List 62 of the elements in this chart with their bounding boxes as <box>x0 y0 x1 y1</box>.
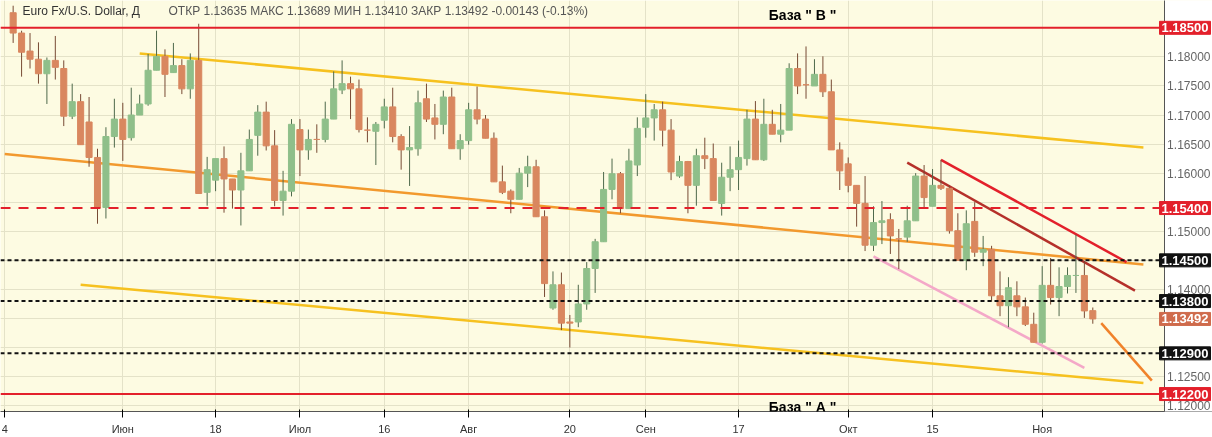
x-tick-label: Авг <box>460 422 478 435</box>
ref-line-label: 1.12900 <box>1161 345 1209 361</box>
candlestick <box>675 155 684 179</box>
x-tick-label: Июл <box>288 422 312 435</box>
ref-line-label: 1.14500 <box>1161 252 1209 268</box>
ref-line-label: 1.15400 <box>1161 200 1209 216</box>
x-tick-label: 4 <box>1 422 8 435</box>
candlestick <box>296 118 304 177</box>
y-tick-label: 1.16500 <box>1167 137 1211 152</box>
candlestick <box>650 103 658 142</box>
candlestick <box>701 137 709 170</box>
candlestick <box>68 83 76 120</box>
y-tick-label: 1.18000 <box>1167 50 1211 65</box>
x-tick-label: 20 <box>563 422 576 435</box>
x-tick-label: Сен <box>635 422 656 435</box>
ref-line-label: 1.13800 <box>1161 293 1209 309</box>
candlestick <box>254 104 262 157</box>
candlestick <box>937 159 945 191</box>
candlestick <box>34 41 42 85</box>
chart-title: Euro Fx/U.S. Dollar, Д <box>22 3 140 18</box>
candlestick <box>642 93 650 139</box>
candlestick <box>684 160 692 214</box>
candlestick <box>237 152 245 226</box>
candlestick <box>161 48 169 98</box>
candlestick <box>768 109 776 135</box>
ref-line-label: 1.18500 <box>1161 20 1209 36</box>
ref-line-label: 1.12200 <box>1161 386 1209 402</box>
candlestick <box>549 270 557 311</box>
candlestick <box>886 212 894 255</box>
x-tick-label: Июн <box>111 422 134 435</box>
x-tick-label: 17 <box>732 422 745 435</box>
candlestick <box>304 129 312 161</box>
candlestick <box>794 52 802 95</box>
candlestick <box>380 98 388 129</box>
chart-subtitle: ОТКР 1.13635 МАКС 1.13689 МИН 1.13410 ЗАКР 1.13492 -0.00143 (-0.13%) <box>168 3 589 18</box>
candlestick <box>920 164 928 210</box>
y-tick-label: 1.17500 <box>1167 79 1211 94</box>
candlestick <box>810 58 818 87</box>
candlestick <box>169 42 177 74</box>
candlestick <box>51 35 59 81</box>
y-tick-label: 1.15000 <box>1167 224 1211 239</box>
y-tick-label: 1.16000 <box>1167 166 1211 181</box>
candlestick <box>372 121 380 166</box>
candlestick <box>1047 257 1055 306</box>
y-tick-label: 1.12500 <box>1167 370 1211 385</box>
candlestick <box>996 270 1004 317</box>
y-tick-label: 1.17000 <box>1167 108 1211 123</box>
candlestick <box>1004 276 1012 328</box>
candlestick <box>979 235 987 267</box>
x-tick-label: Ноя <box>1032 422 1053 435</box>
candlestick <box>178 58 186 95</box>
x-tick-label: 15 <box>926 422 939 435</box>
x-tick-label: 16 <box>378 422 391 435</box>
candlestick <box>929 168 937 207</box>
x-tick-label: Окт <box>838 422 858 435</box>
annotation: База " А " <box>768 399 837 416</box>
candlestick <box>119 102 127 162</box>
annotation: База " В " <box>768 6 837 23</box>
candlestick <box>43 56 51 105</box>
x-tick-label: 18 <box>209 422 222 435</box>
annotation: 1.13492 <box>1161 311 1209 327</box>
y-tick-label: 1.12000 <box>1167 399 1211 414</box>
